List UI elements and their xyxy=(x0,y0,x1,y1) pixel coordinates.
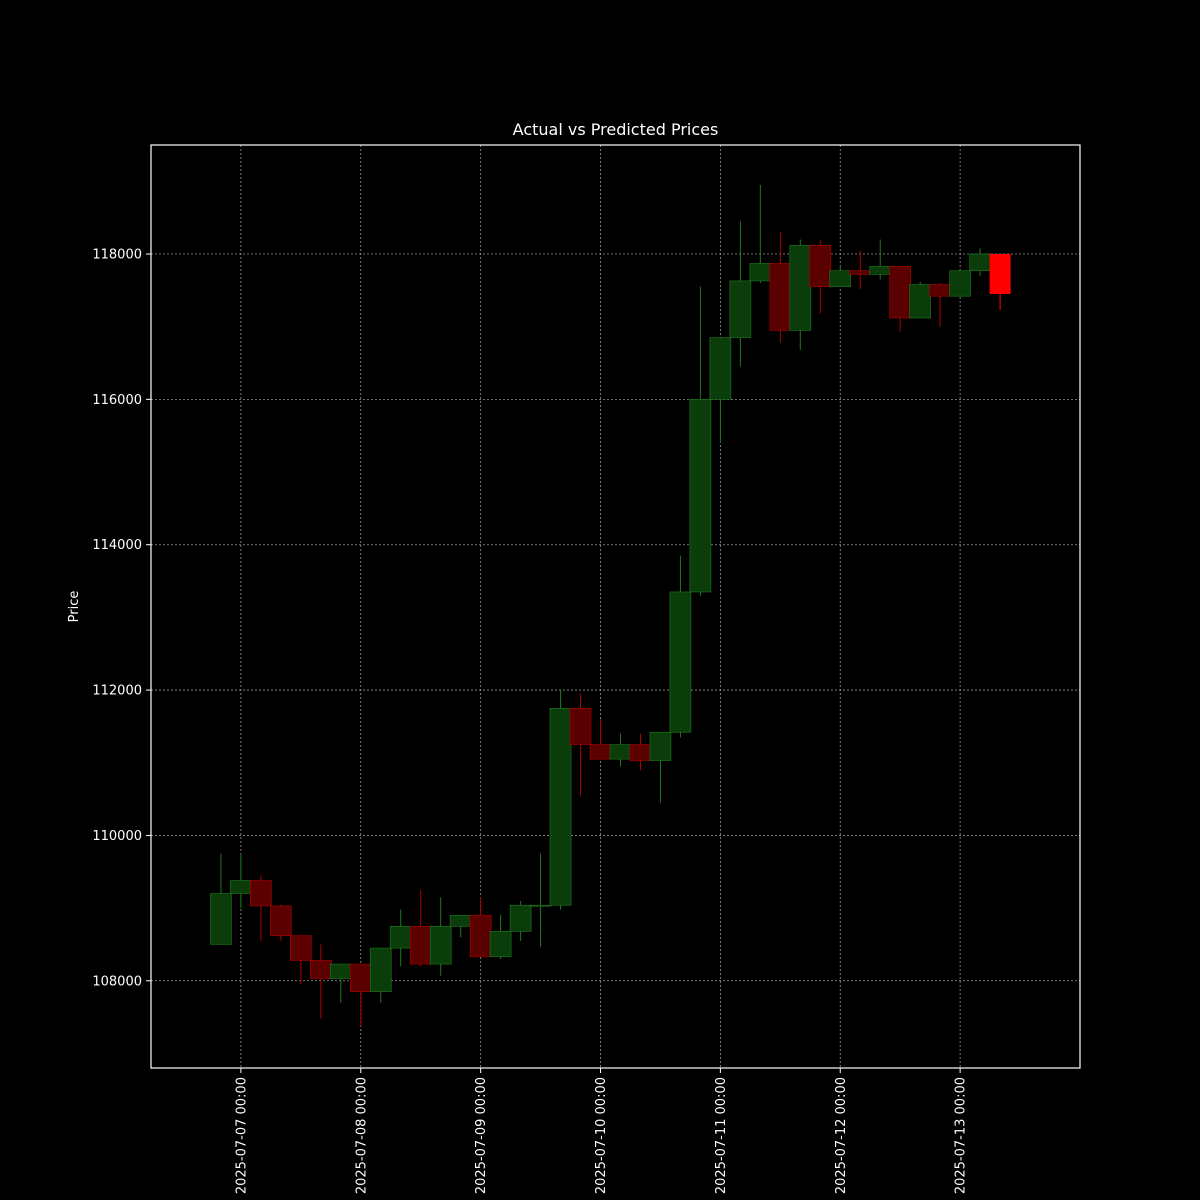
candle-body xyxy=(789,244,812,331)
candle-body xyxy=(949,270,971,297)
x-tick-label: 2025-07-08 00:00 xyxy=(354,1077,369,1194)
candle-body xyxy=(250,880,272,907)
candle-body xyxy=(969,253,991,272)
candle-body xyxy=(749,263,772,282)
candle-body xyxy=(709,337,732,400)
candle-body xyxy=(469,915,492,958)
predicted-candle-body xyxy=(989,254,1011,294)
plot-frame xyxy=(150,144,1081,1069)
y-tick-label: 108000 xyxy=(92,974,142,989)
candle-body xyxy=(230,880,252,894)
candle-body xyxy=(689,399,712,593)
ticks-layer: 108000 110000 112000 114000 116000 118000 2025… xyxy=(92,248,968,1195)
candle-body xyxy=(389,925,412,949)
candle-body xyxy=(329,963,352,979)
candle-body xyxy=(849,270,872,275)
candle-body xyxy=(509,904,532,932)
x-tick-label: 2025-07-12 00:00 xyxy=(834,1077,849,1194)
candle-body xyxy=(369,947,392,992)
candle-body xyxy=(449,915,472,927)
candle-body xyxy=(529,904,552,907)
x-tick-label: 2025-07-10 00:00 xyxy=(594,1077,609,1194)
candle-body xyxy=(429,925,452,965)
chart-title: Actual vs Predicted Prices xyxy=(513,120,719,139)
candle-body xyxy=(270,905,292,937)
candle-body xyxy=(310,960,332,979)
candle-body xyxy=(769,263,792,331)
candle-body xyxy=(489,931,512,958)
candle-body xyxy=(729,280,752,338)
candle-body xyxy=(909,284,931,319)
x-tick-label: 2025-07-11 00:00 xyxy=(714,1077,729,1194)
candles-layer xyxy=(210,184,1011,1026)
y-tick-label: 118000 xyxy=(92,248,142,263)
y-axis-label: Price xyxy=(67,591,82,623)
candle-body xyxy=(589,744,612,760)
candle-body xyxy=(869,266,892,275)
candle-body xyxy=(829,270,852,288)
candle-body xyxy=(629,744,652,761)
y-tick-label: 110000 xyxy=(92,829,142,844)
x-tick-label: 2025-07-09 00:00 xyxy=(474,1077,489,1194)
candle-body xyxy=(609,744,632,760)
grid-layer xyxy=(151,145,1080,1068)
x-tick-label: 2025-07-13 00:00 xyxy=(954,1077,969,1194)
candle-body xyxy=(549,707,572,906)
candle-body xyxy=(889,266,911,319)
y-tick-label: 116000 xyxy=(92,393,142,408)
candle-body xyxy=(669,591,692,733)
x-tick-label: 2025-07-07 00:00 xyxy=(234,1077,249,1194)
candle-body xyxy=(649,731,672,761)
y-tick-label: 112000 xyxy=(92,684,142,699)
candle-body xyxy=(569,707,592,745)
candle-body xyxy=(809,244,832,288)
candle-body xyxy=(349,963,372,992)
y-tick-label: 114000 xyxy=(92,538,142,553)
candle-body xyxy=(210,893,232,945)
candle-body xyxy=(409,925,432,965)
candle-body xyxy=(290,935,312,961)
candle-body xyxy=(929,284,951,297)
